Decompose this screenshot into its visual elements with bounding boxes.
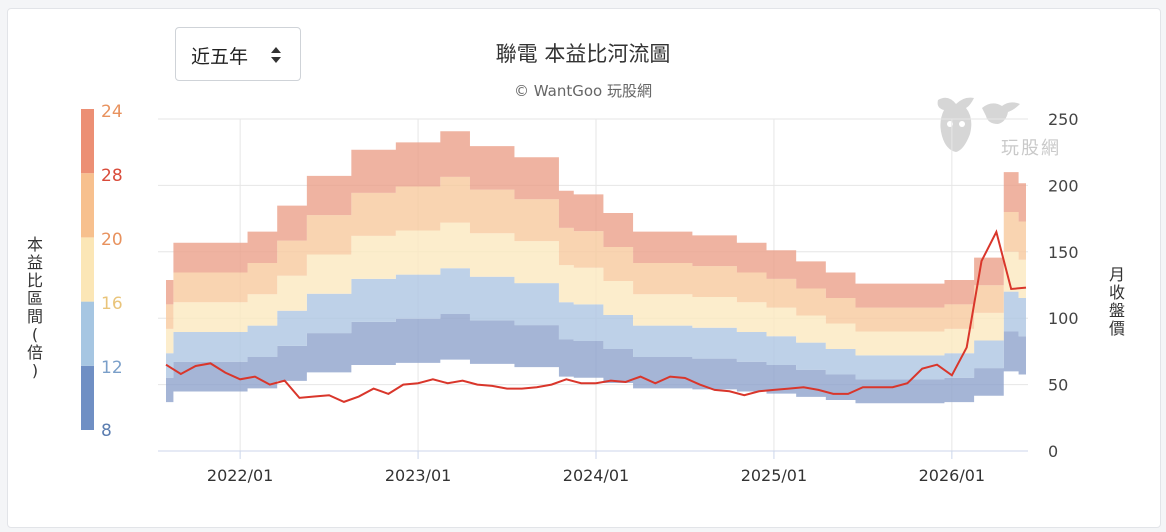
price-line-group bbox=[165, 229, 1027, 403]
x-tick-label: 2025/01 bbox=[741, 466, 807, 485]
y-tick-label: 200 bbox=[1048, 176, 1079, 195]
pe-scale-segment bbox=[81, 365, 94, 430]
pe-scale-label: 12 bbox=[101, 358, 123, 378]
pe-band-20-24 bbox=[166, 176, 1026, 332]
pe-band-8-12 bbox=[166, 313, 1026, 404]
pe-scale-label: 24 bbox=[101, 102, 123, 122]
pe-scale-segment bbox=[81, 173, 94, 238]
left-axis-label: 本益比區間(倍) bbox=[26, 235, 43, 380]
y-tick-label: 50 bbox=[1048, 376, 1068, 395]
y-tick-label: 100 bbox=[1048, 309, 1079, 328]
pe-scale-label: 20 bbox=[101, 230, 123, 250]
pe-scale-label: 8 bbox=[101, 421, 112, 441]
x-tick-label: 2026/01 bbox=[919, 466, 985, 485]
pe-scale-legend: 8 12 16 20 28 24 bbox=[81, 102, 123, 441]
y-tick-label: 250 bbox=[1048, 110, 1079, 129]
x-tick-label: 2022/01 bbox=[207, 466, 273, 485]
pe-scale-segment bbox=[81, 301, 94, 366]
period-select-label: 近五年 bbox=[191, 46, 249, 68]
pe-bands bbox=[166, 131, 1026, 404]
sort-icon bbox=[271, 47, 281, 63]
y-tick-label: 0 bbox=[1048, 442, 1058, 461]
x-tick-label: 2023/01 bbox=[385, 466, 451, 485]
watermark-text: 玩股網 bbox=[1001, 138, 1061, 159]
period-select[interactable]: 近五年 bbox=[175, 27, 301, 81]
axes: 2022/01 2023/01 2024/01 2025/01 2026/01 0 50 10… bbox=[158, 110, 1079, 485]
pe-scale-segment bbox=[81, 109, 94, 174]
chart-title: 聯電 本益比河流圖 bbox=[495, 42, 671, 66]
price-line bbox=[165, 229, 1027, 403]
pe-scale-label: 28 bbox=[101, 166, 123, 186]
y-tick-label: 150 bbox=[1048, 243, 1079, 262]
x-tick-label: 2024/01 bbox=[563, 466, 629, 485]
pe-band-24-28 bbox=[166, 131, 1026, 308]
chart-credit: © WantGoo 玩股網 bbox=[514, 82, 652, 100]
wantgoo-bull-logo-icon bbox=[937, 97, 1020, 152]
pe-band-16-20 bbox=[166, 222, 1026, 356]
right-axis-label: 月收盤價 bbox=[1108, 265, 1125, 338]
pe-scale-label: 16 bbox=[101, 294, 123, 314]
pe-band-12-16 bbox=[166, 268, 1026, 380]
pe-scale-segment bbox=[81, 237, 94, 302]
